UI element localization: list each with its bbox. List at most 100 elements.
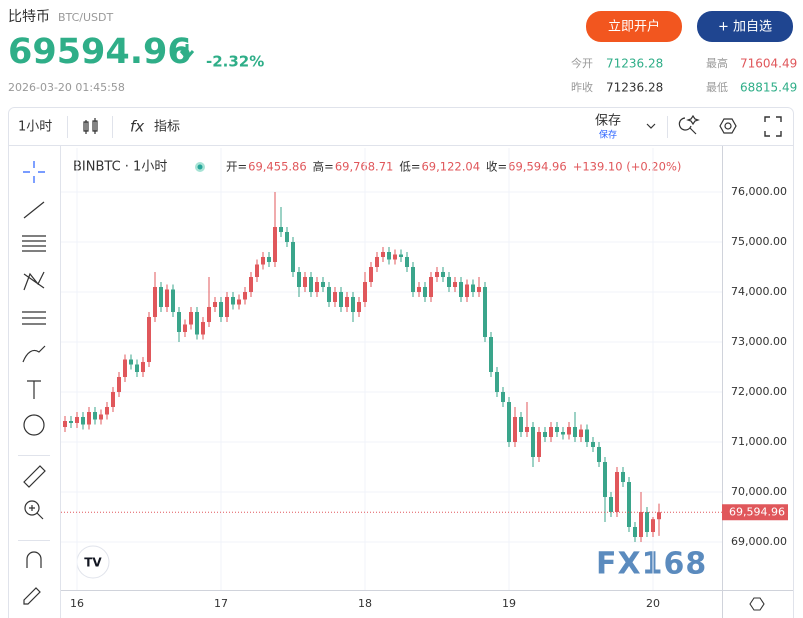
measure-tool[interactable] (23, 465, 46, 488)
candle-body (63, 421, 67, 427)
brush-tool[interactable] (22, 345, 46, 363)
candle-body (351, 297, 355, 312)
candle-body (483, 287, 487, 337)
candle-body (621, 472, 625, 482)
status-dot-core (197, 164, 203, 170)
save[interactable]: 保存 (595, 114, 621, 129)
candle-body (75, 417, 79, 423)
down-arrow (179, 44, 195, 61)
candle-body (501, 392, 505, 402)
candle-body (129, 359, 133, 365)
lock-tool[interactable] (23, 587, 41, 605)
axis-settings[interactable] (749, 597, 765, 611)
legend-value: 69,122.04 (421, 160, 480, 174)
interval[interactable]: 1小时 (18, 120, 52, 135)
candle-body (567, 427, 571, 435)
candle-body (417, 287, 421, 292)
candle-body (459, 282, 463, 297)
candle-body (573, 427, 577, 437)
candle-body (309, 277, 313, 292)
forecast-tool[interactable] (22, 311, 46, 325)
candle-body (339, 292, 343, 307)
fullscreen-icon[interactable] (764, 116, 782, 137)
candle-body (93, 412, 97, 420)
candle-body (471, 284, 475, 292)
legend-symbol: BINBTC · 1小时 (73, 160, 167, 175)
candle-body (303, 277, 307, 287)
candle-body (363, 282, 367, 302)
save-menu[interactable] (646, 123, 656, 129)
candle-body (447, 277, 451, 287)
legend-change: +139.10 (+0.20%) (573, 160, 682, 174)
fx-icon[interactable]: fx (130, 118, 144, 136)
chart-type-icon[interactable] (83, 118, 98, 134)
open-account-button[interactable] (586, 11, 682, 42)
open-account-label[interactable]: 立即开户 (608, 19, 660, 35)
watermark: FX168 (596, 547, 707, 582)
candle-body (555, 427, 559, 432)
price-label-box (722, 504, 788, 521)
emoji-tool[interactable] (23, 414, 45, 436)
candle-body (237, 299, 241, 305)
stat-label: 今开 (571, 56, 593, 70)
candle-body (225, 297, 229, 317)
candle-body (531, 427, 535, 457)
watchlist-button[interactable] (697, 11, 793, 42)
candle-body (189, 312, 193, 325)
legend-label: 收= (486, 160, 507, 174)
candle-body (141, 362, 145, 372)
asset-symbol: BTC/USDT (58, 11, 114, 24)
zoom-tool[interactable] (24, 500, 40, 516)
candle-body (549, 427, 553, 437)
candle-body (405, 257, 409, 267)
text-tool[interactable] (27, 380, 41, 399)
price-label: 69,594.96 (729, 505, 785, 518)
candle-body (207, 307, 211, 322)
panel (8, 107, 794, 618)
zoom-tool-sign[interactable] (29, 505, 44, 520)
candle-body (495, 372, 499, 392)
candle-body (645, 512, 649, 532)
stat-label: 最低 (706, 81, 728, 94)
candle-body (273, 227, 277, 262)
indicators[interactable]: 指标 (154, 120, 180, 135)
x-tick-label: 16 (70, 597, 84, 610)
candle-body (369, 267, 373, 282)
tv-logo-mark: TV (84, 556, 102, 570)
candle-body (387, 252, 391, 260)
save-sub[interactable]: 保存 (599, 129, 617, 141)
candle-body (585, 429, 589, 442)
candle-body (285, 232, 289, 242)
candle-body (261, 257, 265, 265)
candle-body (519, 417, 523, 432)
line-tool[interactable] (23, 201, 45, 219)
candle-body (135, 364, 139, 372)
drawing-tools[interactable] (22, 161, 46, 605)
candle-body (429, 277, 433, 297)
asset-name: 比特币 (8, 9, 50, 25)
x-tick-label: 18 (358, 597, 372, 610)
alert-icon[interactable] (678, 114, 700, 135)
ohlc-legend: 开= 69,455.86 高= 69,768.71 低= 69,122.04 收= 69,59… (226, 160, 681, 174)
pattern-tool[interactable] (23, 271, 45, 291)
stat-label: 最高 (706, 56, 728, 70)
candle-body (603, 462, 607, 497)
candle-body (357, 302, 361, 312)
candle-body (513, 417, 517, 442)
y-tick-label: 69,000.00 (731, 535, 787, 548)
candle-body (183, 324, 187, 332)
settings-icon[interactable] (719, 118, 737, 134)
candle-body (177, 312, 181, 332)
candle-body (333, 292, 337, 302)
candle-body (105, 407, 109, 415)
crosshair-tool[interactable] (23, 161, 45, 183)
time: 2026-03-20 01:45:58 (8, 81, 125, 94)
y-tick-label: 74,000.00 (731, 285, 787, 298)
legend-value: 69,455.86 (248, 160, 307, 174)
candle-body (615, 472, 619, 512)
magnet-tool[interactable] (26, 551, 42, 568)
watchlist-label[interactable]: + 加自选 (718, 20, 772, 35)
fib-tool[interactable] (22, 235, 46, 252)
x-tick-label: 20 (646, 597, 660, 610)
candle-body (561, 432, 565, 435)
